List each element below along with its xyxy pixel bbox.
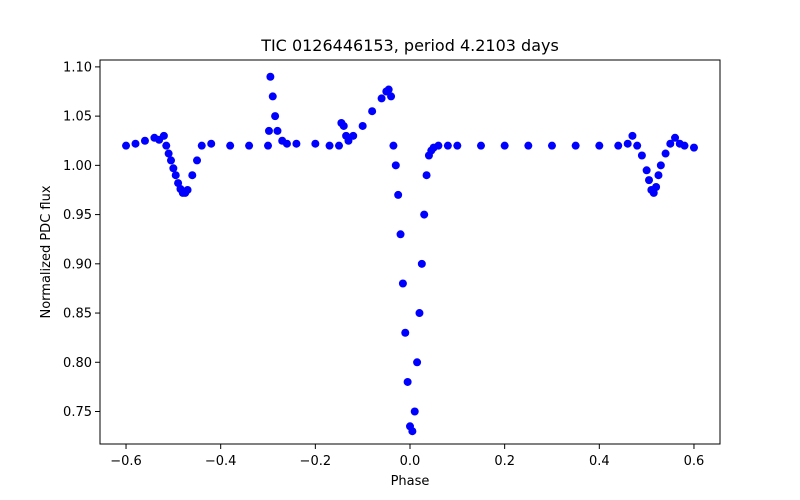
- data-point: [344, 136, 353, 145]
- data-point: [183, 185, 192, 194]
- y-tick-label: 0.80: [63, 356, 92, 371]
- data-point: [171, 171, 180, 180]
- data-point: [387, 92, 396, 101]
- data-point: [159, 131, 168, 140]
- data-point: [415, 309, 424, 318]
- data-point: [645, 176, 654, 185]
- data-point: [273, 126, 282, 135]
- data-point: [408, 427, 417, 436]
- data-point: [661, 149, 670, 158]
- data-point: [547, 141, 556, 150]
- x-tick-label: −0.6: [110, 454, 142, 469]
- data-point: [140, 136, 149, 145]
- data-point: [122, 141, 131, 150]
- data-point: [292, 139, 301, 148]
- y-tick-label: 0.85: [63, 307, 92, 322]
- data-point: [422, 171, 431, 180]
- data-point: [420, 210, 429, 219]
- data-point: [226, 141, 235, 150]
- data-point: [398, 279, 407, 288]
- data-point: [524, 141, 533, 150]
- data-point: [377, 94, 386, 103]
- data-point: [368, 107, 377, 116]
- chart-title: TIC 0126446153, period 4.2103 days: [260, 36, 559, 55]
- data-point: [396, 230, 405, 239]
- x-tick-label: 0.4: [589, 454, 610, 469]
- data-point: [642, 166, 651, 175]
- data-point: [403, 377, 412, 386]
- data-point: [666, 139, 675, 148]
- data-point: [443, 141, 452, 150]
- x-tick-label: −0.4: [205, 454, 237, 469]
- x-tick-label: 0.6: [684, 454, 705, 469]
- data-point: [358, 121, 367, 130]
- data-point: [476, 141, 485, 150]
- data-point: [349, 131, 358, 140]
- data-point: [264, 126, 273, 135]
- data-point: [131, 139, 140, 148]
- data-point: [335, 141, 344, 150]
- data-point: [339, 121, 348, 130]
- data-point: [169, 164, 178, 173]
- y-tick-label: 0.90: [63, 257, 92, 272]
- data-point: [652, 183, 661, 192]
- y-axis-ticks: 0.75 0.80 0.85 0.90 0.95 1.00 1.05 1.10: [63, 60, 100, 420]
- data-point: [282, 139, 291, 148]
- data-point: [628, 131, 637, 140]
- y-tick-label: 1.00: [63, 159, 92, 174]
- data-point: [637, 151, 646, 160]
- y-tick-label: 0.75: [63, 405, 92, 420]
- data-point: [311, 139, 320, 148]
- x-axis-ticks: −0.6 −0.4 −0.2 0.0 0.2 0.4 0.6: [110, 444, 704, 469]
- data-point: [656, 161, 665, 170]
- data-point: [417, 259, 426, 268]
- data-point: [394, 190, 403, 199]
- data-point: [268, 92, 277, 101]
- x-tick-label: 0.2: [494, 454, 515, 469]
- data-point: [197, 141, 206, 150]
- data-point: [325, 141, 334, 150]
- data-point: [245, 141, 254, 150]
- data-point: [207, 139, 216, 148]
- data-point: [680, 141, 689, 150]
- x-tick-label: −0.2: [300, 454, 332, 469]
- data-point: [571, 141, 580, 150]
- data-point: [614, 141, 623, 150]
- data-point: [391, 161, 400, 170]
- y-axis-label: Normalized PDC flux: [39, 185, 54, 318]
- data-point: [623, 139, 632, 148]
- data-point: [162, 141, 171, 150]
- data-point: [389, 141, 398, 150]
- y-tick-label: 0.95: [63, 208, 92, 223]
- data-point: [453, 141, 462, 150]
- y-tick-label: 1.05: [63, 110, 92, 125]
- data-point: [633, 141, 642, 150]
- data-point: [413, 358, 422, 367]
- y-tick-label: 1.10: [63, 60, 92, 75]
- data-point: [410, 407, 419, 416]
- data-point: [266, 72, 275, 81]
- data-point: [166, 156, 175, 165]
- data-point: [264, 141, 273, 150]
- data-point: [271, 112, 280, 121]
- data-point: [384, 85, 393, 94]
- data-point: [188, 171, 197, 180]
- data-point: [689, 143, 698, 152]
- data-point: [434, 141, 443, 150]
- data-point: [193, 156, 202, 165]
- x-tick-label: 0.0: [400, 454, 421, 469]
- data-point: [595, 141, 604, 150]
- data-point: [401, 328, 410, 337]
- data-point: [654, 171, 663, 180]
- data-point: [500, 141, 509, 150]
- x-axis-label: Phase: [391, 474, 430, 489]
- data-point: [164, 149, 173, 158]
- data-point: [671, 133, 680, 142]
- data-points: [122, 72, 698, 436]
